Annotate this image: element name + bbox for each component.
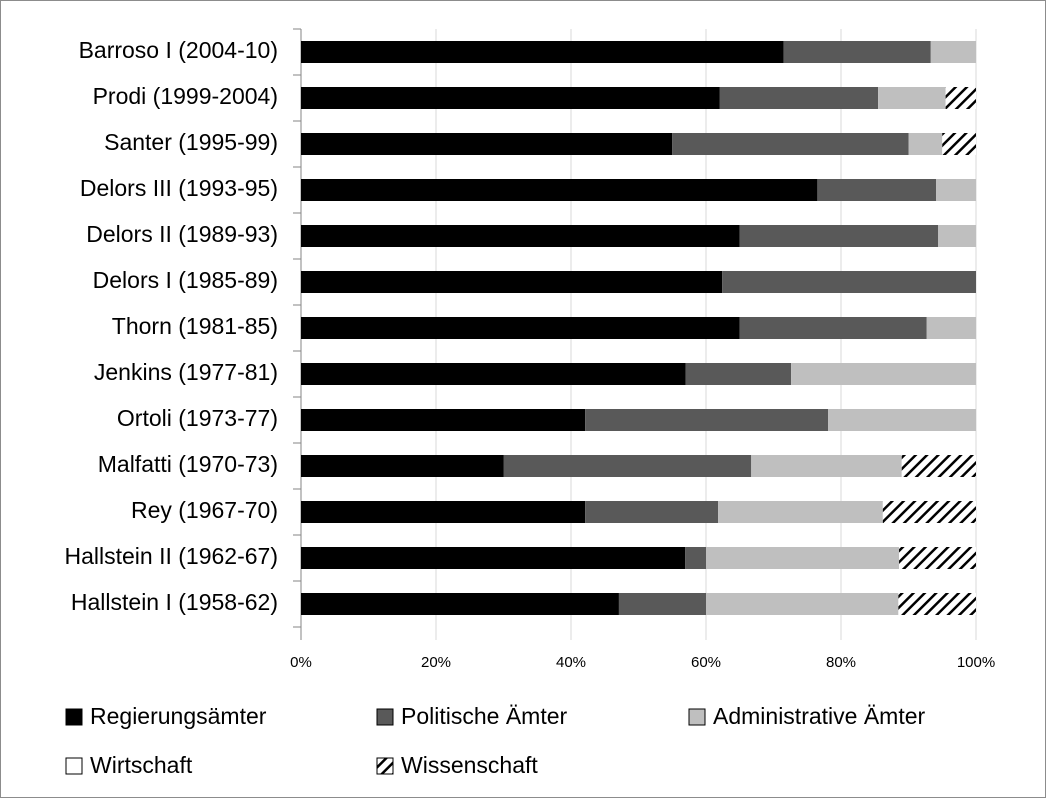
bar-segment [301, 179, 818, 201]
bar-segment [942, 133, 976, 155]
x-tick-label: 80% [826, 654, 856, 671]
bar-segment [898, 593, 976, 615]
bar-segment [908, 133, 943, 155]
bar-segment [301, 87, 720, 109]
bar-segment [301, 455, 504, 477]
bar-segment [672, 133, 909, 155]
bar-segment [301, 133, 673, 155]
bar-segment [706, 593, 899, 615]
x-tick-label: 40% [556, 654, 586, 671]
bar-segment [739, 225, 939, 247]
y-tick-label: Ortoli (1973-77) [117, 405, 278, 431]
bar-segment [618, 593, 706, 615]
x-tick-label: 20% [421, 654, 451, 671]
bar-segment [301, 593, 619, 615]
bar-segment [936, 179, 976, 201]
y-tick-label: Prodi (1999-2004) [93, 83, 278, 109]
bar-segment [882, 501, 976, 523]
bar-segment [901, 455, 976, 477]
y-tick-label: Hallstein II (1962-67) [65, 543, 279, 569]
bar-segment [791, 363, 976, 385]
legend-label: Wissenschaft [401, 752, 538, 778]
bar-segment [301, 41, 784, 63]
y-tick-label: Santer (1995-99) [104, 129, 278, 155]
bar-segment [585, 501, 719, 523]
legend-swatch [65, 757, 83, 775]
bar-segment [930, 41, 976, 63]
y-tick-label: Jenkins (1977-81) [94, 359, 278, 385]
legend-swatch [688, 708, 706, 726]
bar-segment [899, 547, 976, 569]
legend-label: Regierungsämter [90, 703, 267, 729]
bar-segment [783, 41, 931, 63]
legend-swatch [376, 708, 394, 726]
y-tick-label: Thorn (1981-85) [112, 313, 278, 339]
bar-segment [878, 87, 946, 109]
legend-label: Administrative Ämter [713, 703, 926, 729]
bar-segment [718, 501, 883, 523]
bar-segment [926, 317, 976, 339]
y-tick-label: Malfatti (1970-73) [98, 451, 278, 477]
bar-segment [938, 225, 976, 247]
bar-segment [722, 271, 976, 293]
legend-swatch [65, 708, 83, 726]
x-tick-label: 60% [691, 654, 721, 671]
x-tick-label: 0% [290, 654, 312, 671]
legend-label: Politische Ämter [401, 703, 568, 729]
bar-segment [503, 455, 752, 477]
legend-label: Wirtschaft [90, 752, 193, 778]
x-tick-label: 100% [957, 654, 995, 671]
bar-segment [585, 409, 829, 431]
y-tick-label: Barroso I (2004-10) [79, 37, 278, 63]
bar-segment [301, 501, 586, 523]
bar-segment [751, 455, 902, 477]
bar-segment [301, 547, 686, 569]
y-tick-label: Delors I (1985-89) [93, 267, 278, 293]
bar-segment [945, 87, 976, 109]
y-tick-label: Rey (1967-70) [131, 497, 278, 523]
bar-segment [739, 317, 927, 339]
bar-segment [301, 317, 740, 339]
y-tick-label: Delors II (1989-93) [86, 221, 278, 247]
bar-segment [828, 409, 976, 431]
bar-segment [301, 363, 686, 385]
legend-swatch [376, 757, 394, 775]
bar-segment [301, 271, 723, 293]
y-tick-label: Hallstein I (1958-62) [71, 589, 278, 615]
bar-segment [706, 547, 900, 569]
y-tick-label: Delors III (1993-95) [80, 175, 278, 201]
bar-segment [719, 87, 879, 109]
bar-segment [817, 179, 937, 201]
bar-segment [301, 409, 586, 431]
bar-segment [301, 225, 740, 247]
bar-segment [685, 547, 706, 569]
bar-segment [685, 363, 792, 385]
